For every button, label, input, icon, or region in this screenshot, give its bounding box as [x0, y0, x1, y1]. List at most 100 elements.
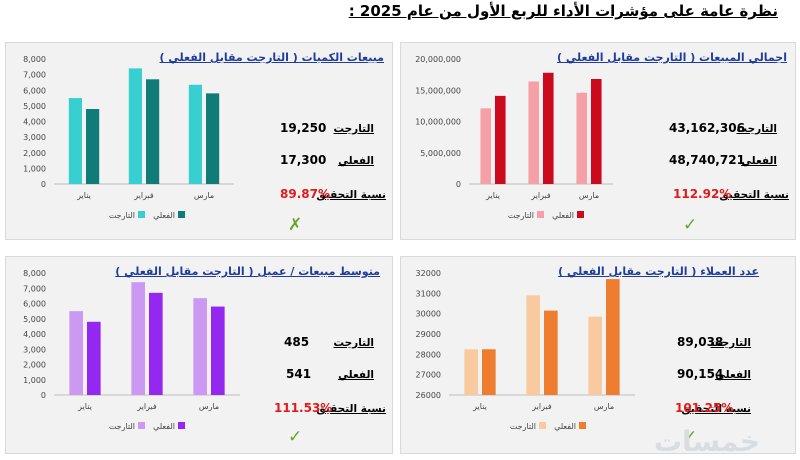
check-icon: ✓ — [683, 215, 698, 235]
y-tick-label: 4,000 — [23, 330, 46, 339]
y-tick-label: 0 — [41, 391, 46, 400]
legend-swatch — [138, 211, 145, 218]
achievement-label: نسبة التحقيق — [719, 189, 789, 201]
legend-swatch — [539, 422, 546, 429]
y-tick-label: 3,000 — [23, 345, 46, 354]
legend-label: التارجت — [510, 422, 536, 431]
legend-swatch — [579, 422, 586, 429]
y-tick-label: 4,000 — [23, 118, 46, 127]
target-value: 89,038 — [677, 335, 724, 349]
y-tick-label: 26000 — [416, 391, 441, 400]
x-tick-label: مارس — [579, 191, 599, 200]
legend-swatch — [178, 422, 185, 429]
actual-value: 48,740,721 — [669, 153, 745, 167]
legend-label: الفعلي — [153, 422, 175, 431]
actual-value: 17,300 — [280, 153, 327, 167]
check-icon: ✓ — [288, 427, 303, 447]
panel-avg-sales: 0 1,000 2,000 3,000 4,000 5,000 6,000 7,000 8,00… — [5, 256, 393, 454]
bar-actual — [606, 279, 620, 395]
y-tick-label: 2,000 — [23, 361, 46, 370]
achievement-value: 112.92% — [673, 187, 732, 201]
bar-target — [480, 108, 491, 184]
target-label: التارجت — [736, 123, 778, 135]
chart-customers: 26000 27000 28000 29000 30000 31000 32000 يناير… — [416, 269, 635, 431]
legend-swatch — [577, 211, 584, 218]
watermark: خمسات — [653, 425, 760, 458]
actual-value: 90,154 — [677, 367, 724, 381]
legend-label: الفعلي — [554, 422, 576, 431]
y-tick-label: 0 — [41, 180, 46, 189]
legend-label: الفعلي — [153, 211, 175, 220]
x-tick-label: يناير — [77, 402, 92, 411]
page-title: نظرة عامة على مؤشرات الأداء للربع الأول … — [348, 2, 778, 20]
bar-target — [576, 92, 587, 184]
check-icon: ✓ — [683, 427, 698, 447]
bar-actual — [591, 79, 602, 184]
actual-value: 541 — [286, 367, 312, 381]
legend-swatch — [178, 211, 185, 218]
bar-target — [526, 295, 540, 395]
x-tick-label: يناير — [485, 191, 500, 200]
panel-title: مبيعات الكميات ( التارجت مقابل الفعلي ) — [159, 51, 384, 64]
chart-qty-sales: 0 1,000 2,000 3,000 4,000 5,000 6,000 7,000 8,00… — [23, 55, 234, 220]
bar-actual — [482, 349, 496, 395]
x-tick-label: مارس — [199, 402, 219, 411]
x-tick-label: فبراير — [133, 191, 154, 200]
bar-target — [464, 349, 478, 395]
y-tick-label: 8,000 — [23, 55, 46, 64]
y-tick-label: 7,000 — [23, 284, 46, 293]
legend-label: الفعلي — [552, 211, 574, 220]
chart-total-sales: 0 5,000,000 10,000,000 15,000,000 20,000,000… — [415, 55, 613, 220]
bar-target — [188, 84, 202, 184]
bar-actual — [211, 306, 225, 395]
bar-actual — [146, 79, 160, 184]
y-tick-label: 3,000 — [23, 133, 46, 142]
y-tick-label: 5,000 — [23, 102, 46, 111]
bar-actual — [149, 292, 163, 395]
achievement-value: 101.25% — [675, 401, 734, 415]
target-value: 485 — [284, 335, 310, 349]
y-tick-label: 2,000 — [23, 149, 46, 158]
x-tick-label: فبراير — [530, 191, 551, 200]
y-tick-label: 5,000,000 — [420, 149, 461, 158]
y-tick-label: 6,000 — [23, 86, 46, 95]
bar-actual — [543, 72, 554, 184]
legend-swatch — [138, 422, 145, 429]
bar-target — [193, 298, 207, 395]
y-tick-label: 7,000 — [23, 71, 46, 80]
target-label: التارجت — [710, 337, 752, 349]
y-tick-label: 5,000 — [23, 315, 46, 324]
y-tick-label: 28000 — [416, 350, 441, 359]
bar-target — [68, 98, 82, 184]
y-tick-label: 6,000 — [23, 300, 46, 309]
bar-target — [528, 81, 539, 184]
bar-actual — [495, 95, 506, 184]
achievement-value: 89.87% — [280, 187, 330, 201]
y-tick-label: 10,000,000 — [415, 118, 461, 127]
actual-label: الفعلي — [715, 369, 751, 381]
x-tick-label: مارس — [594, 402, 614, 411]
legend-swatch — [537, 211, 544, 218]
x-tick-label: يناير — [472, 402, 487, 411]
target-label: التارجت — [333, 337, 375, 349]
actual-label: الفعلي — [741, 155, 777, 167]
x-tick-label: فبراير — [531, 402, 552, 411]
legend-label: التارجت — [508, 211, 534, 220]
y-tick-label: 27000 — [416, 371, 441, 380]
panel-title: اجمالي المبيعات ( التارجت مقابل الفعلي ) — [556, 51, 787, 64]
y-tick-label: 31000 — [416, 289, 441, 298]
bar-actual — [86, 109, 100, 184]
target-value: 19,250 — [280, 121, 327, 135]
y-tick-label: 1,000 — [23, 164, 46, 173]
y-tick-label: 15,000,000 — [415, 86, 461, 95]
actual-label: الفعلي — [338, 155, 374, 167]
y-tick-label: 8,000 — [23, 269, 46, 278]
legend-label: التارجت — [109, 422, 135, 431]
cross-icon: ✗ — [288, 215, 303, 235]
panel-customers: 26000 27000 28000 29000 30000 31000 32000 يناير… — [400, 256, 796, 454]
legend-label: التارجت — [109, 211, 135, 220]
achievement-label: نسبة التحقيق — [681, 403, 751, 415]
y-tick-label: 1,000 — [23, 376, 46, 385]
y-tick-label: 29000 — [416, 330, 441, 339]
panel-qty-sales: 0 1,000 2,000 3,000 4,000 5,000 6,000 7,000 8,00… — [5, 42, 393, 240]
